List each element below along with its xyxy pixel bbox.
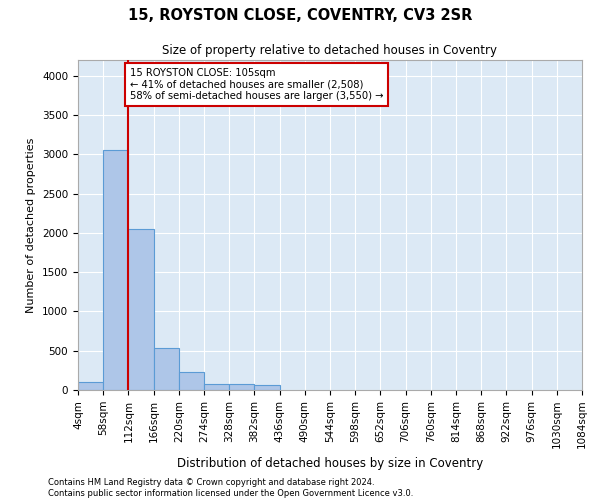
X-axis label: Distribution of detached houses by size in Coventry: Distribution of detached houses by size …	[177, 456, 483, 469]
Bar	[254, 384, 280, 390]
Text: 15 ROYSTON CLOSE: 105sqm
← 41% of detached houses are smaller (2,508)
58% of sem: 15 ROYSTON CLOSE: 105sqm ← 41% of detach…	[130, 68, 383, 101]
Bar	[78, 382, 103, 390]
Bar	[179, 372, 204, 390]
Bar	[128, 229, 154, 390]
Bar	[229, 384, 254, 390]
Bar	[103, 150, 128, 390]
Bar	[154, 348, 179, 390]
Text: 15, ROYSTON CLOSE, COVENTRY, CV3 2SR: 15, ROYSTON CLOSE, COVENTRY, CV3 2SR	[128, 8, 472, 22]
Bar	[204, 384, 229, 390]
Title: Size of property relative to detached houses in Coventry: Size of property relative to detached ho…	[163, 44, 497, 58]
Y-axis label: Number of detached properties: Number of detached properties	[26, 138, 37, 312]
Text: Contains HM Land Registry data © Crown copyright and database right 2024.
Contai: Contains HM Land Registry data © Crown c…	[48, 478, 413, 498]
